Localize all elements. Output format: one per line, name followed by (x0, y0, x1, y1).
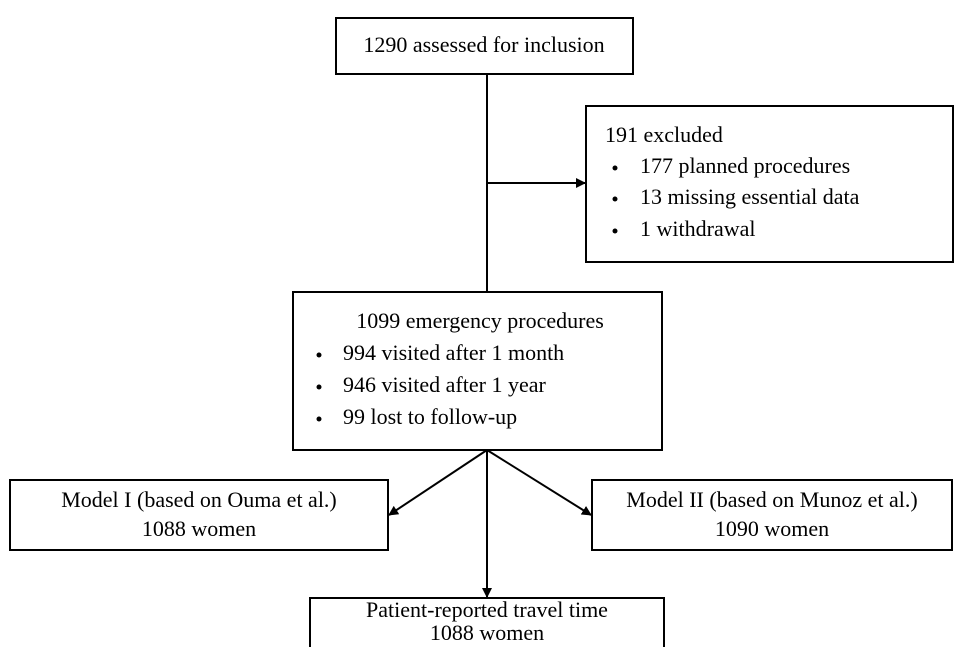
bullet (316, 416, 322, 422)
node-label: Model I (based on Ouma et al.) (61, 487, 337, 512)
node-item: 1 withdrawal (640, 216, 755, 241)
node-item: 946 visited after 1 year (343, 372, 546, 397)
node-label: 1290 assessed for inclusion (363, 32, 604, 57)
node-item: 177 planned procedures (640, 153, 850, 178)
node-label: Model II (based on Munoz et al.) (626, 487, 917, 512)
bullet (316, 352, 322, 358)
node-label: 191 excluded (605, 122, 723, 147)
box (9, 479, 389, 551)
box (591, 479, 953, 551)
box (335, 17, 634, 75)
box (309, 597, 665, 647)
bullet (612, 196, 618, 202)
node-label: Patient-reported travel time (366, 597, 608, 622)
bullet (612, 165, 618, 171)
node-sublabel: 1090 women (715, 516, 829, 541)
arrow (486, 449, 592, 516)
bullet (316, 384, 322, 390)
node-item: 99 lost to follow-up (343, 404, 517, 429)
node-item: 13 missing essential data (640, 184, 860, 209)
bullet (612, 228, 618, 234)
arrow (388, 449, 488, 516)
node-label: 1099 emergency procedures (356, 308, 604, 333)
box (585, 105, 954, 263)
node-item: 994 visited after 1 month (343, 340, 564, 365)
node-sublabel: 1088 women (430, 620, 544, 645)
box (292, 291, 663, 451)
node-sublabel: 1088 women (142, 516, 256, 541)
